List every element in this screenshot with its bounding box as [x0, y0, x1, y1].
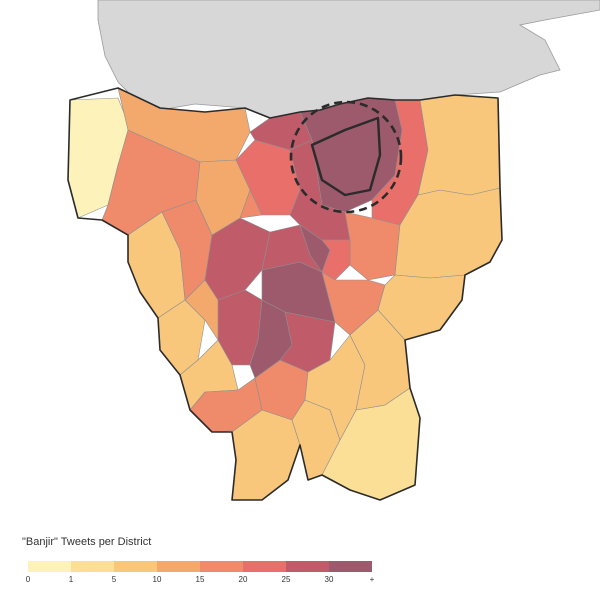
legend-color-bar [28, 561, 372, 572]
legend-tick-6: 25 [281, 575, 291, 584]
legend-title: "Banjir" Tweets per District [22, 536, 152, 548]
surrounding-land [97, 0, 600, 119]
legend: "Banjir" Tweets per District 0 1 5 10 15 20 25… [22, 536, 382, 588]
legend-tick-0: 0 [25, 575, 31, 584]
legend-tick-2: 5 [111, 575, 117, 584]
legend-swatch-5 [243, 561, 286, 572]
legend-tick-1: 1 [68, 575, 74, 584]
district-central-2 [204, 217, 271, 301]
legend-swatch-1 [71, 561, 114, 572]
legend-tick-7: 30 [324, 575, 334, 584]
legend-tick-3: 10 [152, 575, 162, 584]
district-central-north-3 [195, 159, 251, 236]
legend-swatch-7 [329, 561, 372, 572]
legend-tick-5: 20 [238, 575, 248, 584]
highlighted-district-outline [310, 116, 382, 197]
legend-swatch-2 [114, 561, 157, 572]
legend-tick-8: + [369, 575, 375, 584]
legend-tick-4: 15 [195, 575, 205, 584]
district-northeast-2 [417, 94, 501, 196]
legend-swatch-0 [28, 561, 71, 572]
district-east-6 [349, 309, 411, 411]
legend-swatch-6 [286, 561, 329, 572]
legend-swatch-4 [200, 561, 243, 572]
dashed-circle-highlight [289, 100, 403, 214]
city-boundary [67, 87, 503, 501]
legend-swatch-3 [157, 561, 200, 572]
